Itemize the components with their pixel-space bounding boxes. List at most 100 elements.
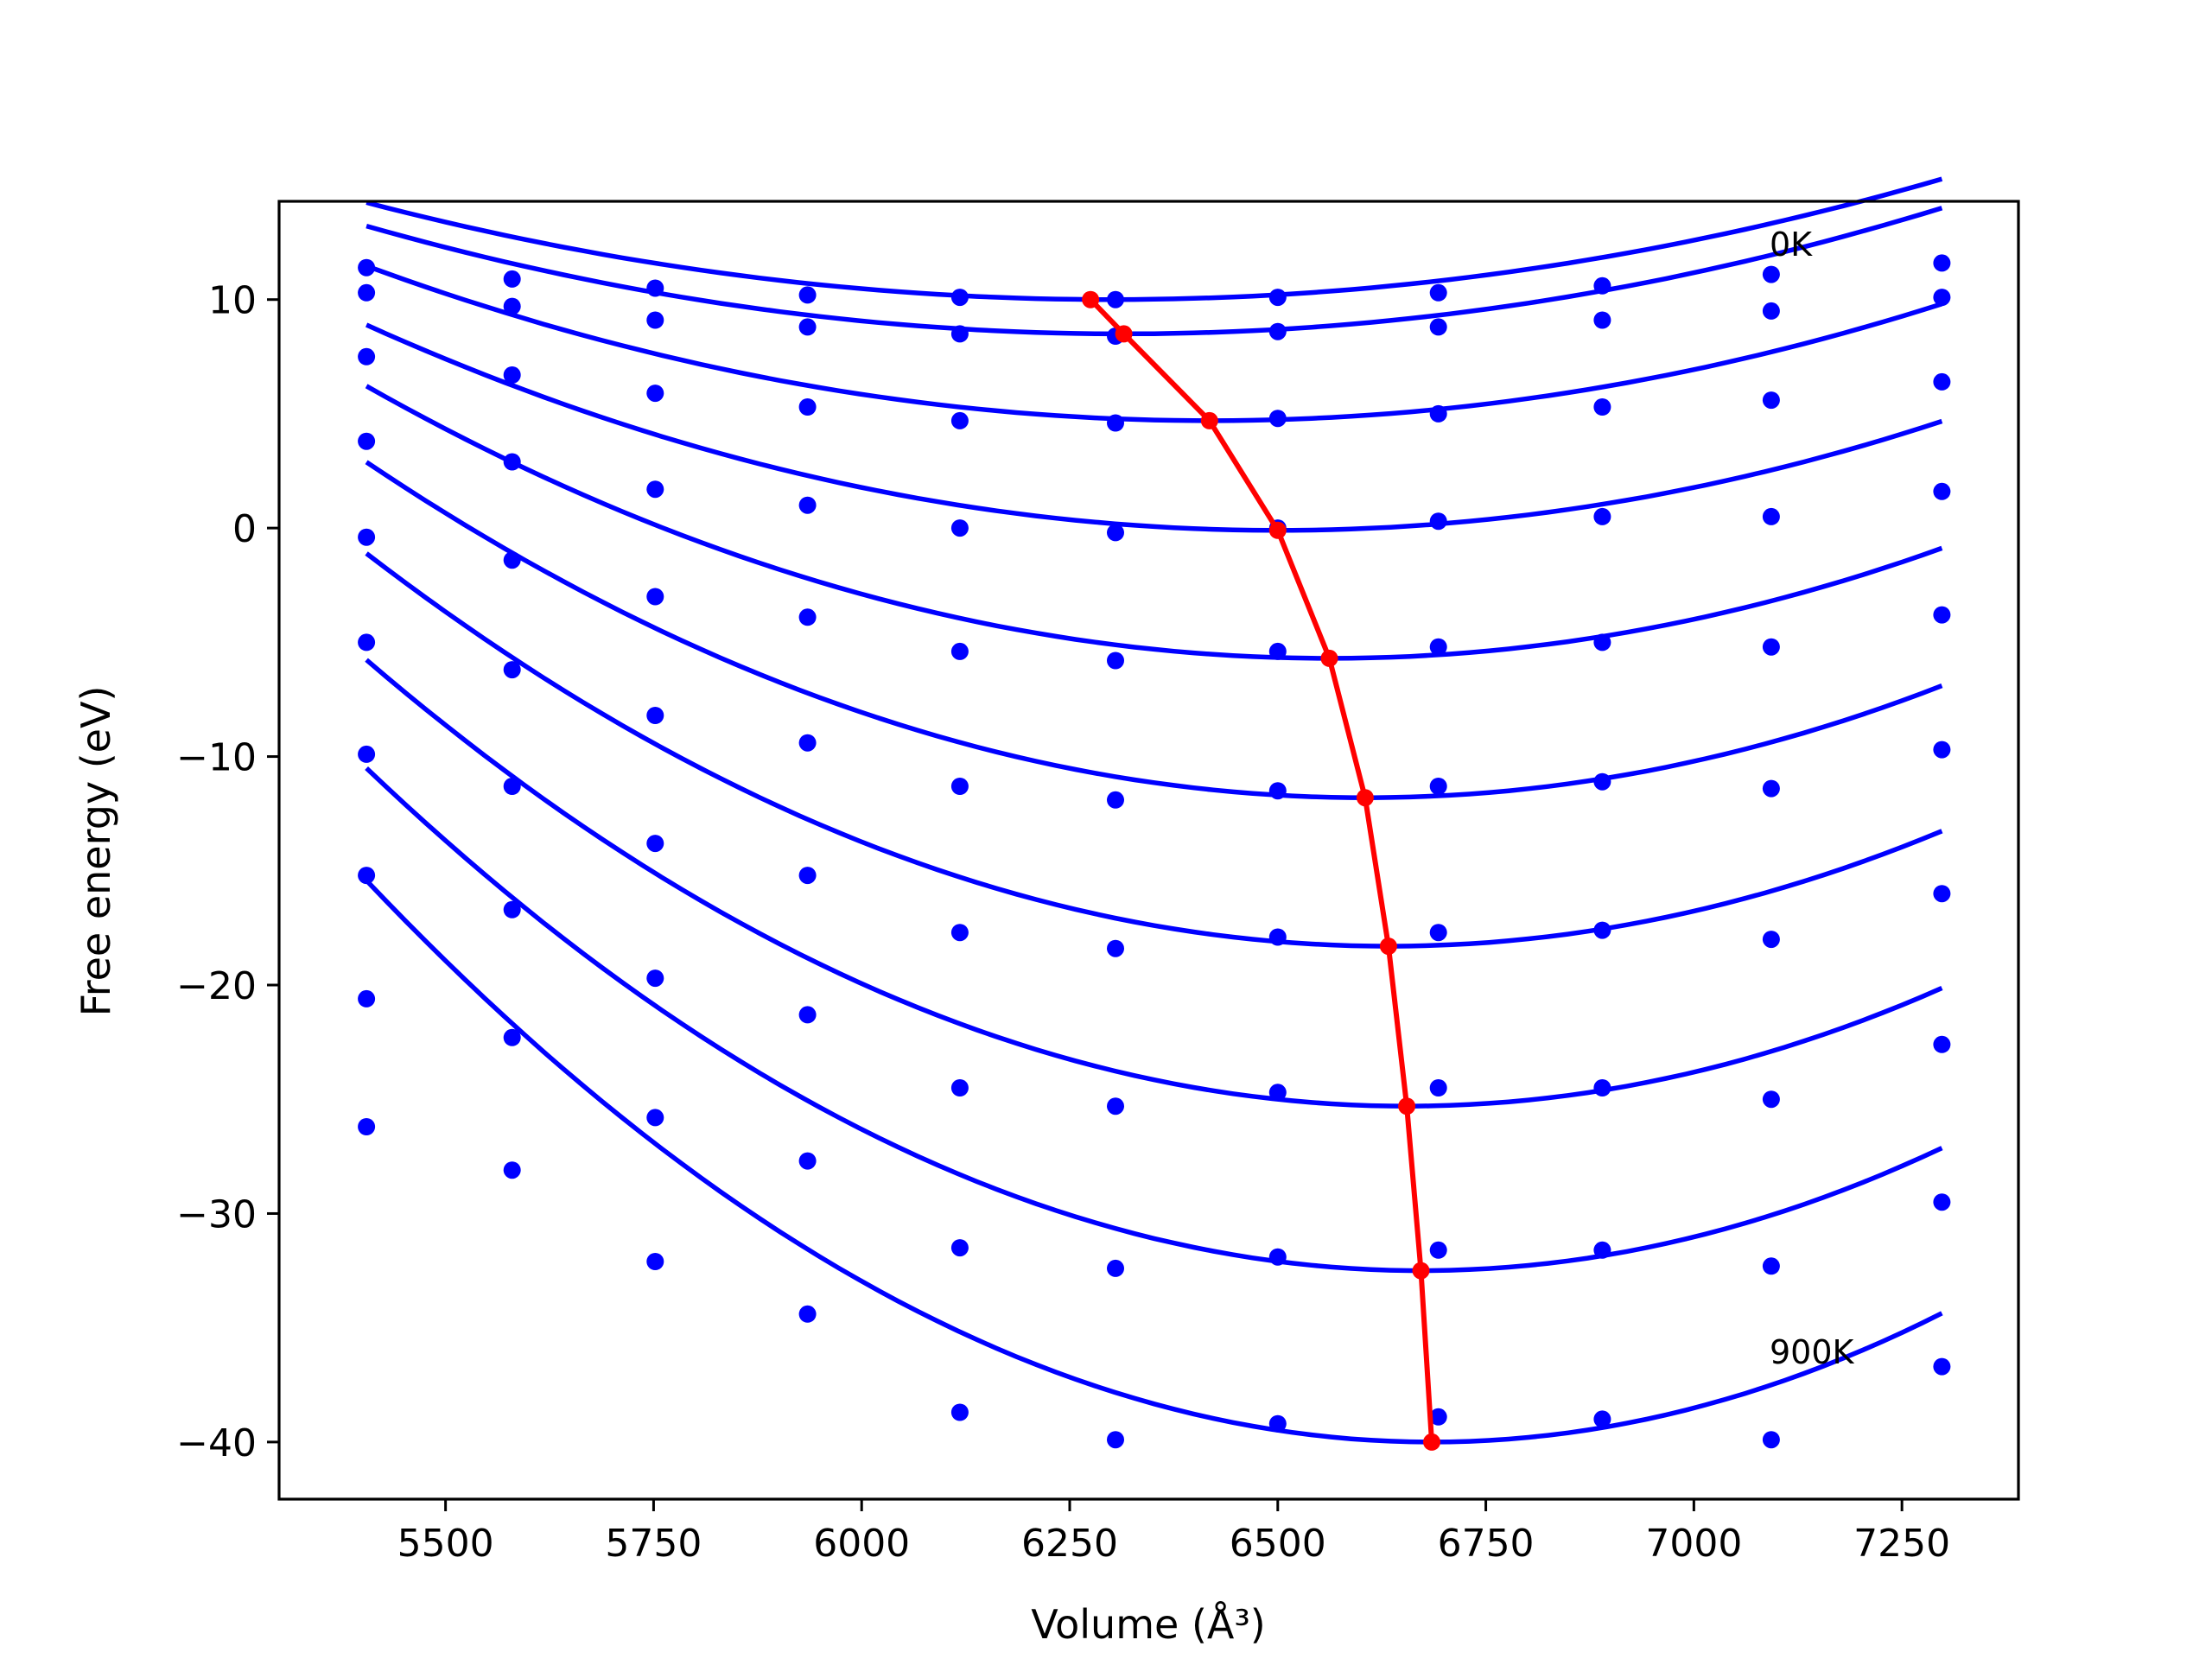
y-axis-ticks: −40 −30 −20 −10 0 10 [176,279,279,1465]
data-point [1593,507,1611,525]
data-point [950,1079,969,1096]
fit-curve-9 [365,879,1943,1445]
data-point [1107,939,1124,957]
data-point [1933,1193,1951,1211]
data-point [646,385,664,403]
data-point [950,924,969,942]
data-point [646,279,664,297]
data-point [358,1118,376,1135]
data-point [798,398,817,416]
data-point [503,297,521,315]
data-point [358,633,376,652]
minimum-point [1379,938,1397,956]
y-tick-label: 0 [232,507,257,551]
x-tick-label: 7250 [1853,1522,1950,1566]
data-point [358,745,376,763]
y-tick-label: −40 [176,1421,257,1465]
y-tick-label: −10 [176,736,257,780]
data-point [1268,410,1287,428]
minimum-point [1115,325,1133,343]
x-axis-ticks: 5500 5750 6000 6250 6500 6750 7000 7250 [397,1499,1950,1566]
data-point [646,311,664,329]
y-tick-label: 10 [208,279,257,323]
data-point [1933,372,1951,391]
data-point [798,286,817,304]
data-point [646,480,664,499]
data-point [1762,1257,1780,1275]
data-point [646,588,664,606]
data-point [1933,482,1951,500]
data-point [1933,1035,1951,1053]
x-tick-label: 6750 [1438,1522,1535,1566]
minimum-point [1268,521,1287,539]
data-point [358,528,376,546]
data-point [950,325,969,343]
data-point [1107,1259,1124,1277]
fit-curve-1 [365,206,1943,337]
data-point [798,608,817,626]
fit-curve-7 [365,658,1943,1109]
data-point [950,289,969,307]
data-point [950,519,969,537]
data-point [503,900,521,918]
data-point [646,835,664,853]
data-point [358,347,376,365]
data-point [1593,772,1611,791]
minimum-point [1200,411,1218,429]
data-point [798,867,817,885]
data-point [950,411,969,429]
data-point [503,551,521,569]
data-point [503,270,521,288]
data-point [1762,931,1780,949]
data-point [1107,1431,1124,1449]
fit-curve-0 [365,176,1943,302]
data-point [798,496,817,514]
minimum-line [1082,290,1440,1451]
data-point [1593,633,1611,652]
x-tick-label: 6500 [1230,1522,1326,1566]
minimum-point [1320,649,1338,667]
x-tick-label: 7000 [1645,1522,1742,1566]
data-point [358,989,376,1007]
data-point [1429,778,1447,795]
data-point [1268,1414,1287,1433]
data-point [1268,1084,1287,1102]
data-point [1429,404,1447,423]
annotation-0k: 0K [1770,226,1813,264]
data-point [1933,741,1951,759]
data-point [1762,302,1780,320]
data-point [950,1403,969,1421]
y-axis-label: Free energy (eV) [73,686,119,1017]
data-point [1429,318,1447,336]
data-point [1268,322,1287,340]
fit-curve-3 [365,322,1943,533]
data-point [503,778,521,795]
data-point [1762,779,1780,798]
data-point [646,707,664,724]
data-point [646,1109,664,1127]
data-point [1593,311,1611,329]
data-point [1762,507,1780,525]
minimum-point [1082,290,1100,308]
data-point [1429,283,1447,302]
data-point [1429,924,1447,942]
plot-frame [277,200,2020,1501]
x-tick-label: 5750 [605,1522,702,1566]
x-axis-label: Volume (Å³) [1031,1601,1266,1648]
data-points [358,254,1951,1449]
data-point [950,642,969,660]
data-point [358,867,376,885]
minimum-point [1398,1097,1416,1116]
data-point [1268,642,1287,660]
minimum-point [1356,789,1374,807]
minimum-point [1423,1433,1440,1451]
data-point [646,969,664,988]
data-point [358,258,376,276]
data-point [1762,638,1780,656]
data-point [503,661,521,679]
data-point [798,318,817,336]
data-point [1107,290,1124,308]
data-point [798,734,817,752]
